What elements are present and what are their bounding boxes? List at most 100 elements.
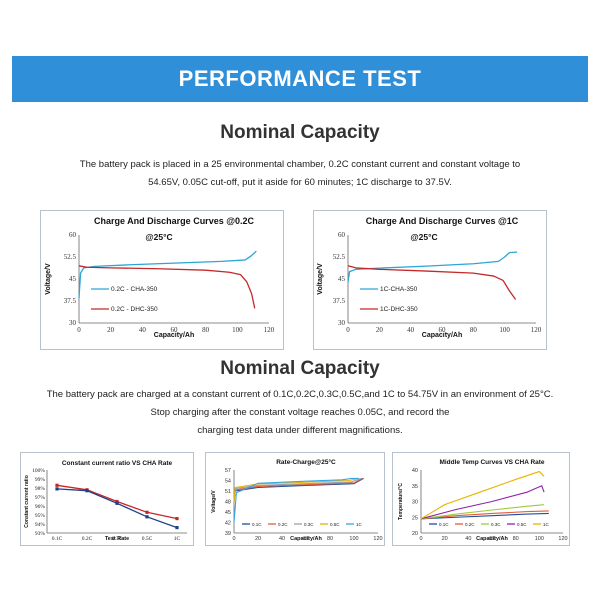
chart-panel-1c: Charge And Discharge Curves @1C @25°C Capa… [313, 210, 547, 350]
series-line [78, 250, 257, 299]
series-line [420, 485, 545, 520]
x-tick-label: 0 [419, 536, 422, 542]
chart-title: Charge And Discharge Curves @0.2C [94, 216, 254, 226]
x-tick-label: 0.3C [112, 536, 123, 542]
x-tick-label: 40 [407, 326, 415, 334]
x-axis-label: Capacity/Ah [422, 332, 462, 339]
charge-discharge-0.2c-chart: Charge And Discharge Curves @0.2C @25°C Ca… [45, 216, 275, 339]
x-tick-label: 120 [558, 536, 567, 542]
legend-label: 0.2C - DHC-350 [111, 306, 158, 313]
section2-desc-line: Stop charging after the constant voltage… [150, 407, 450, 418]
y-tick-label: 97% [35, 495, 46, 501]
chart-panel-rate-charge: Rate-Charge@25°C Capacity/Ah Voltage/V 0 20 4… [205, 452, 385, 546]
y-tick-label: 60 [69, 231, 77, 239]
section1-desc-line: 54.65V, 0.05C cut-off, put it aside for … [148, 177, 452, 188]
chart-panel-middle-temp: Middle Temp Curves VS CHA Rate Capacity/A… [392, 452, 570, 546]
chart-panel-0.2c: Charge And Discharge Curves @0.2C @25°C Ca… [40, 210, 284, 350]
x-axis-label: Capacity/Ah [154, 332, 194, 339]
section1-desc-line: The battery pack is placed in a 25 envir… [79, 159, 521, 170]
y-axis-label: Constant current ratio [24, 475, 30, 528]
y-tick-label: 48 [225, 500, 231, 506]
x-tick-label: 40 [139, 326, 147, 334]
chart-subtitle: @25°C [145, 232, 172, 242]
y-tick-label: 54 [225, 479, 231, 485]
y-tick-label: 96% [35, 504, 46, 510]
y-tick-label: 60 [338, 231, 346, 239]
data-point [175, 517, 179, 521]
chart-title: Constant current ratio VS CHA Rate [62, 460, 173, 467]
x-tick-label: 60 [439, 326, 447, 334]
x-tick-label: 120 [373, 536, 382, 542]
x-tick-label: 120 [531, 326, 542, 334]
x-tick-label: 80 [470, 326, 478, 334]
y-tick-label: 39 [225, 531, 231, 537]
y-tick-label: 57 [225, 468, 231, 474]
x-tick-label: 40 [279, 536, 285, 542]
y-axis-label: Temperature/°C [398, 483, 404, 520]
legend-label: 0.5C [330, 522, 340, 527]
x-tick-label: 0 [232, 536, 235, 542]
x-axis-label: Capacity/Ah [290, 536, 322, 542]
series-line [56, 488, 178, 529]
x-tick-label: 0 [77, 326, 81, 334]
chart-title: Rate-Charge@25°C [276, 458, 336, 466]
series-line [233, 477, 359, 523]
section2-title: Nominal Capacity [220, 358, 380, 379]
legend-label: 1C [543, 522, 550, 527]
x-tick-label: 80 [513, 536, 519, 542]
y-tick-label: 37.5 [64, 297, 77, 305]
y-tick-label: 42 [225, 521, 231, 527]
section2-desc-line: charging test data under different magni… [197, 425, 403, 436]
series-line [420, 512, 549, 520]
y-tick-label: 99% [35, 477, 46, 483]
legend-label: 1C [356, 522, 363, 527]
x-axis-label: Capacity/Ah [476, 536, 508, 542]
y-tick-label: 45 [225, 510, 231, 516]
y-axis-label: Voltage/V [211, 490, 217, 513]
chart-panel-ratio: Constant current ratio VS CHA Rate Test R… [20, 452, 194, 546]
x-tick-label: 60 [303, 536, 309, 542]
y-tick-label: 95% [35, 513, 46, 519]
legend-label: 0.5C [517, 522, 527, 527]
x-tick-label: 120 [264, 326, 275, 334]
series-line [78, 265, 256, 309]
y-tick-label: 93% [35, 531, 46, 537]
x-tick-label: 1C [174, 536, 181, 542]
x-tick-label: 100 [499, 326, 510, 334]
legend-label: 0.3C [491, 522, 501, 527]
x-tick-label: 0 [346, 326, 350, 334]
y-tick-label: 40 [412, 468, 418, 474]
series-line [347, 251, 518, 283]
y-tick-label: 25 [412, 515, 418, 521]
data-point [115, 501, 119, 505]
x-tick-label: 60 [489, 536, 495, 542]
legend-label: 1C-CHA-350 [380, 286, 418, 293]
chart-subtitle: @25°C [410, 232, 437, 242]
x-tick-label: 80 [327, 536, 333, 542]
y-tick-label: 100% [32, 468, 45, 474]
x-axis-label: Test Rate [105, 536, 129, 542]
data-point [145, 510, 149, 514]
y-tick-label: 30 [69, 319, 77, 327]
banner-title: PERFORMANCE TEST [178, 66, 422, 91]
y-tick-label: 30 [412, 500, 418, 506]
legend-label: 0.2C [278, 522, 288, 527]
section1-description: The battery pack is placed in a 25 envir… [20, 156, 580, 192]
series-line [233, 477, 359, 502]
legend-label: 0.2C - CHA-350 [111, 286, 158, 293]
x-tick-label: 100 [535, 536, 544, 542]
x-tick-label: 0.5C [142, 536, 153, 542]
series-line [420, 471, 545, 520]
x-tick-label: 60 [171, 326, 179, 334]
legend-label: 0.1C [252, 522, 262, 527]
performance-test-banner: PERFORMANCE TEST [12, 56, 588, 102]
rate-charge-chart: Rate-Charge@25°C Capacity/Ah Voltage/V 0 20 4… [211, 458, 383, 542]
x-tick-label: 100 [349, 536, 358, 542]
y-axis-label: Voltage/V [45, 263, 52, 295]
section2-desc-line: The battery pack are charged at a consta… [46, 389, 554, 400]
x-tick-label: 20 [442, 536, 448, 542]
x-tick-label: 20 [255, 536, 261, 542]
y-tick-label: 45 [69, 275, 77, 283]
y-tick-label: 94% [35, 522, 46, 528]
y-tick-label: 35 [412, 484, 418, 490]
